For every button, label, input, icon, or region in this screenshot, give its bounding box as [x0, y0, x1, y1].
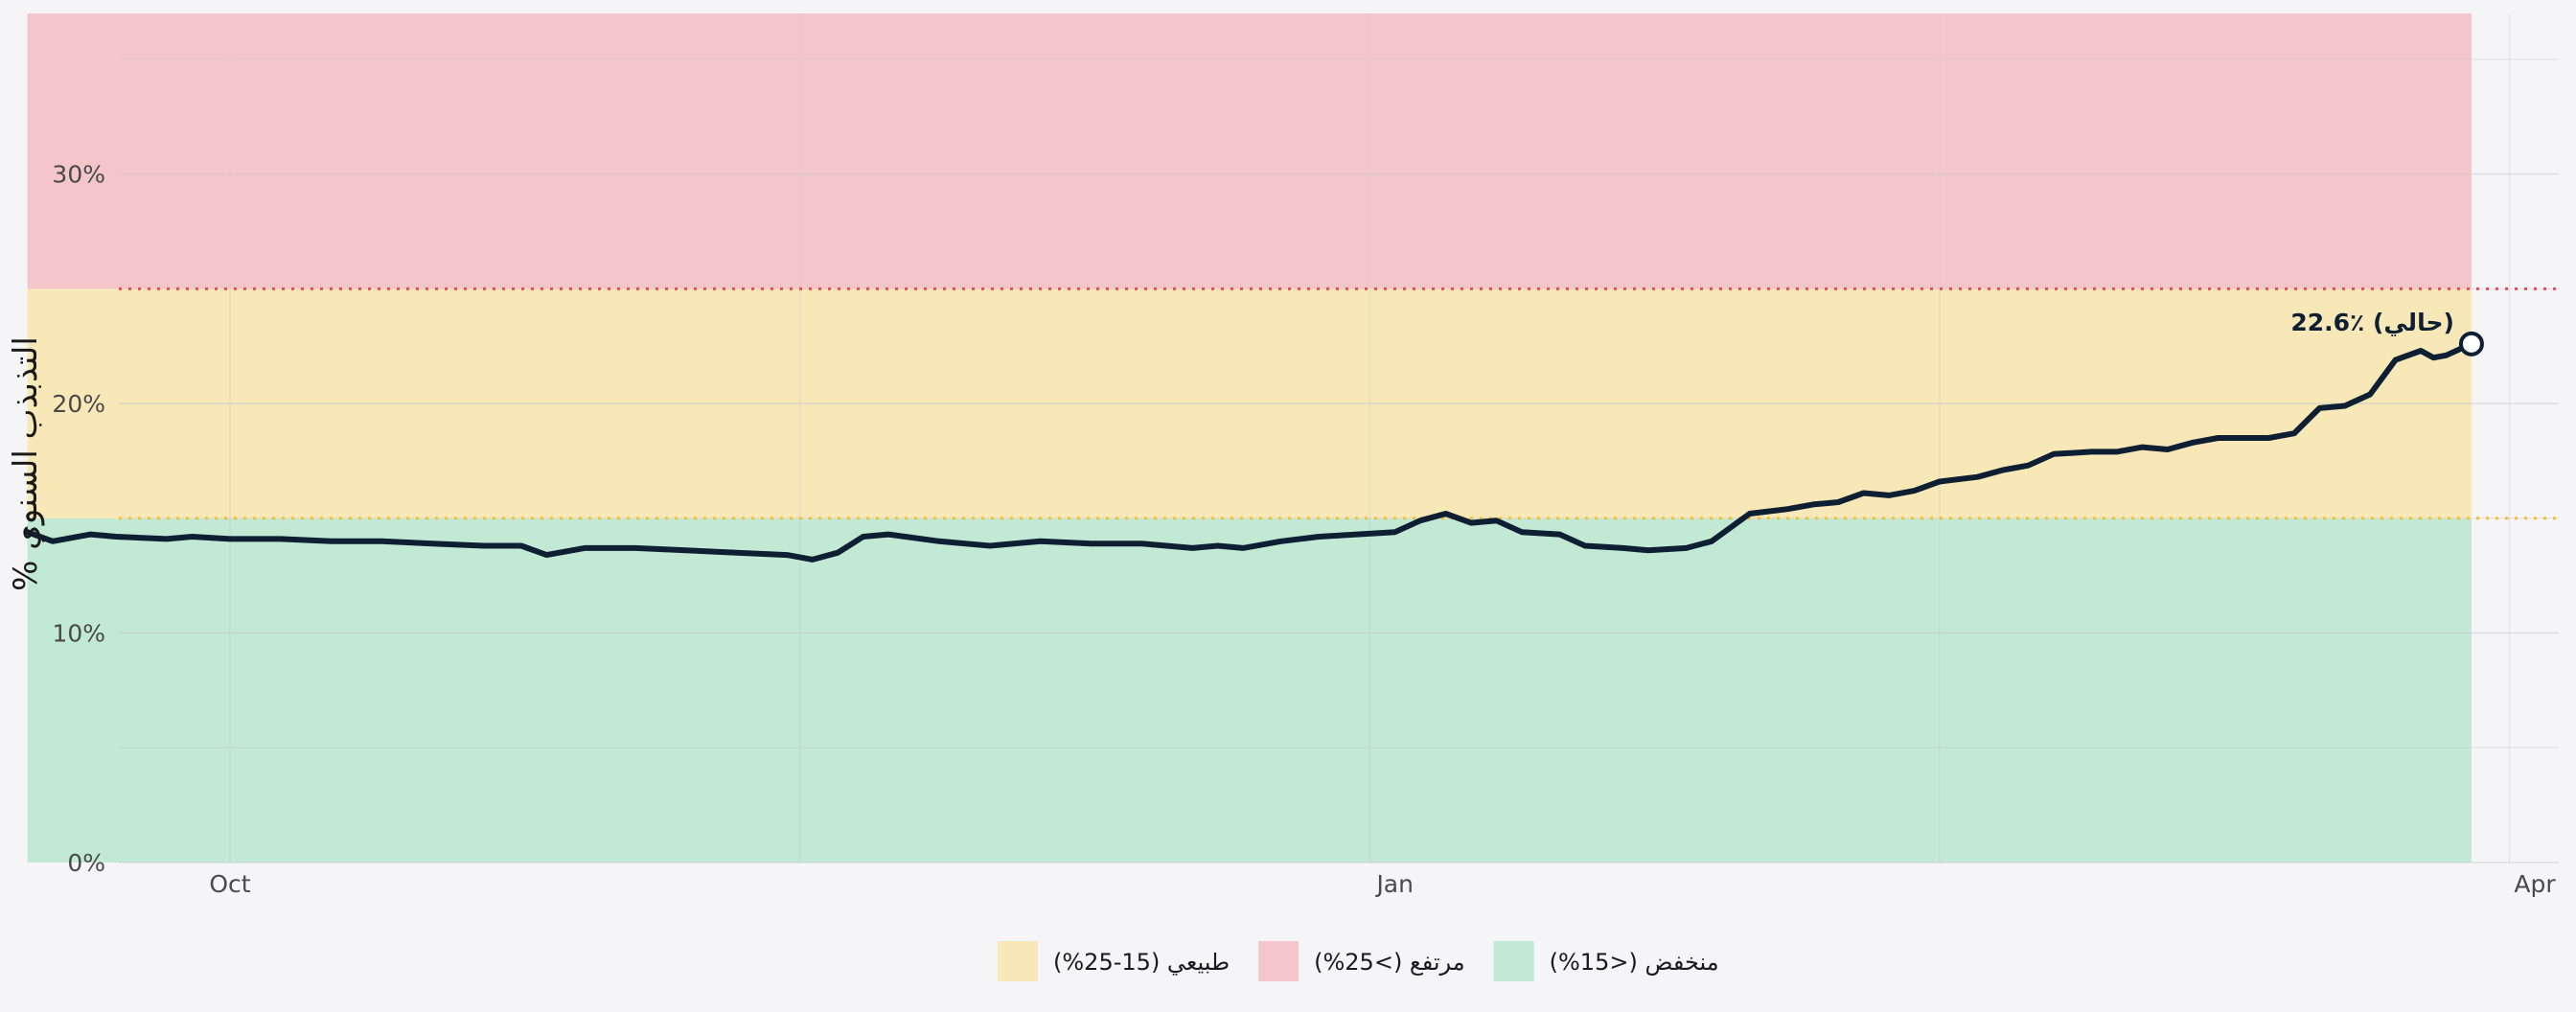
volatility-series	[24, 340, 2474, 563]
y-axis-title: التذبذب السنوي %	[7, 336, 45, 591]
x-tick-label: Jan	[1374, 870, 1414, 898]
current-value-label: 22.6٪ (حالي)	[2290, 309, 2454, 336]
legend-swatch	[1493, 941, 1534, 981]
y-tick-label: 0%	[67, 849, 105, 877]
volatility-bands	[27, 13, 2472, 862]
legend-swatch	[998, 941, 1038, 981]
y-tick-label: 10%	[52, 620, 105, 648]
x-tick-label: Apr	[2514, 870, 2556, 898]
current-value-marker	[2458, 331, 2484, 356]
x-axis-ticks: Oct Jan Apr	[209, 870, 2556, 898]
legend-swatch	[1258, 941, 1300, 981]
legend-label: منخفض (<15%)	[1550, 949, 1719, 976]
band-2	[27, 13, 2472, 289]
y-tick-label: 20%	[52, 390, 105, 418]
annotations: 22.6٪ (حالي)	[2290, 309, 2484, 356]
legend-label: مرتفع (>25%)	[1314, 949, 1465, 976]
x-tick-label: Oct	[209, 870, 250, 898]
y-axis-ticks: 0% 10% 20% 30%	[52, 161, 105, 877]
legend: طبيعي (15-25%) مرتفع (>25%) منخفض (<15%)	[998, 941, 1719, 981]
threshold-lines	[119, 287, 2559, 520]
band-0	[27, 518, 2472, 862]
y-tick-label: 30%	[52, 161, 105, 189]
legend-label: طبيعي (15-25%)	[1053, 949, 1230, 976]
series-line-0	[24, 340, 2474, 563]
